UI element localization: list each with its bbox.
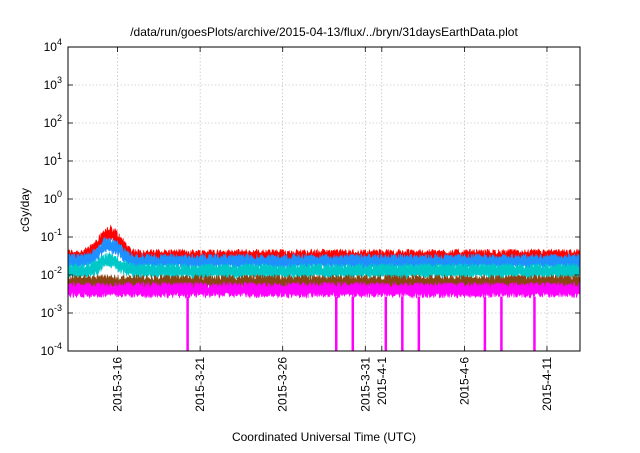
x-tick-label: 2015-4-1 xyxy=(375,357,389,405)
y-tick-label: 100 xyxy=(44,189,62,206)
y-tick-label: 10-1 xyxy=(41,227,62,244)
grid xyxy=(68,46,580,352)
y-tick-label: 104 xyxy=(44,37,62,54)
x-tick-label: 2015-3-16 xyxy=(111,357,125,412)
y-tick-label: 102 xyxy=(44,113,62,130)
x-tick-label: 2015-4-6 xyxy=(457,357,471,405)
y-tick-label: 103 xyxy=(44,75,62,92)
y-tick-label: 10-2 xyxy=(41,265,62,282)
plot-frame xyxy=(67,46,581,352)
x-tick-label: 2015-3-21 xyxy=(193,357,207,412)
x-axis-label: Coordinated Universal Time (UTC) xyxy=(232,430,416,444)
plot-area xyxy=(67,224,581,351)
y-tick-label: 10-4 xyxy=(41,341,62,358)
x-tick-label: 2015-3-26 xyxy=(276,357,290,412)
y-axis-label: cGy/day xyxy=(18,188,32,232)
y-tick-label: 10-3 xyxy=(41,303,62,320)
y-tick-label: 101 xyxy=(44,151,62,168)
axes: 10-4 10-3 10-2 10-1 100 101 102 103 104 2015-3-16… xyxy=(41,37,581,412)
x-tick-label: 2015-3-31 xyxy=(358,357,372,412)
chart-title: /data/run/goesPlots/archive/2015-04-13/f… xyxy=(130,25,518,39)
x-tick-label: 2015-4-11 xyxy=(540,357,554,411)
